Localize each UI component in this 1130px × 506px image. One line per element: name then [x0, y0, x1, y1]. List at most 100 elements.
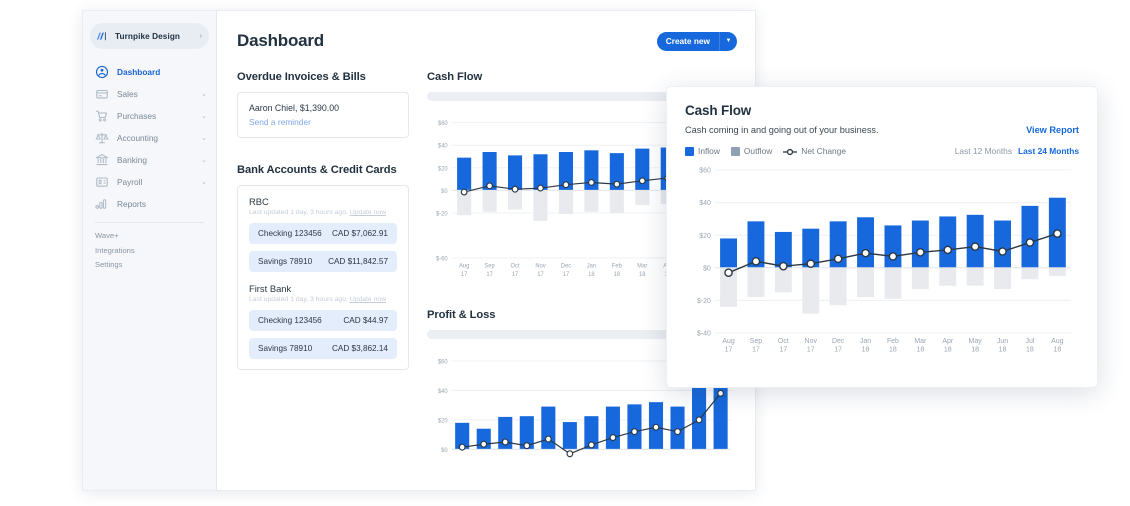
cashflow-panel-title: Cash Flow	[427, 71, 483, 83]
update-now-link[interactable]: Update now	[349, 209, 387, 216]
svg-text:Mar: Mar	[914, 338, 927, 345]
account-row[interactable]: Savings 78910 CAD $11,842.57	[249, 251, 397, 272]
legend-label: Inflow	[698, 146, 720, 156]
inflow-swatch-icon	[685, 146, 694, 156]
sales-card-icon	[95, 87, 109, 101]
sidebar-item-label: Payroll	[117, 177, 143, 187]
svg-text:17: 17	[486, 272, 492, 278]
account-row[interactable]: Savings 78910 CAD $3,862.14	[249, 338, 397, 359]
svg-text:$0: $0	[703, 265, 711, 272]
cashflow-summary-placeholder	[427, 92, 737, 101]
svg-text:17: 17	[752, 346, 760, 353]
account-row[interactable]: Checking 123456 CAD $7,062.91	[249, 223, 397, 244]
svg-text:18: 18	[944, 346, 952, 353]
sidebar-item-accounting[interactable]: Accounting ⌄	[83, 127, 216, 149]
sidebar-item-label: Sales	[117, 89, 138, 99]
svg-text:$20: $20	[438, 418, 448, 424]
svg-text:17: 17	[807, 346, 815, 353]
legend-label: Net Change	[801, 146, 846, 156]
svg-text:Mar: Mar	[637, 264, 647, 270]
sidebar-item-sales[interactable]: Sales ⌄	[83, 83, 216, 105]
update-now-link[interactable]: Update now	[349, 296, 387, 303]
legend-item-outflow[interactable]: Outflow	[730, 146, 773, 156]
account-amount: CAD $11,842.57	[328, 257, 388, 266]
sidebar-item-banking[interactable]: Banking ⌄	[83, 149, 216, 171]
svg-text:Aug: Aug	[1051, 338, 1063, 345]
account-name: Checking 123456	[258, 229, 322, 238]
account-amount: CAD $3,862.14	[332, 344, 388, 353]
legend-item-net-change[interactable]: Net Change	[783, 146, 846, 156]
account-amount: CAD $7,062.91	[332, 229, 388, 238]
create-new-button[interactable]: Create new ▼	[656, 31, 737, 51]
svg-text:17: 17	[779, 346, 787, 353]
svg-text:Jan: Jan	[587, 264, 596, 270]
svg-text:Sep: Sep	[484, 264, 495, 270]
svg-text:Oct: Oct	[511, 264, 520, 270]
overdue-invoice-card[interactable]: Aaron Chiel, $1,390.00 Send a reminder	[237, 92, 409, 138]
sidebar-item-wave-plus[interactable]: Wave+	[95, 231, 119, 240]
svg-text:Feb: Feb	[887, 338, 899, 345]
range-toggle: Last 12 Months Last 24 Months	[955, 146, 1079, 156]
range-last-12-months[interactable]: Last 12 Months	[954, 146, 1013, 156]
chevron-down-icon: ⌄	[201, 178, 207, 186]
profitloss-summary-placeholder	[427, 330, 737, 339]
svg-text:18: 18	[588, 272, 595, 278]
org-switcher[interactable]: Turnpike Design ›	[90, 23, 209, 49]
sidebar-item-integrations[interactable]: Integrations	[95, 245, 135, 255]
bank-section-title: Bank Accounts & Credit Cards	[237, 164, 397, 176]
svg-text:$60: $60	[699, 168, 711, 175]
svg-text:18: 18	[614, 272, 621, 278]
chevron-down-icon: ⌄	[201, 90, 207, 98]
overdue-section-title: Overdue Invoices & Bills	[237, 71, 366, 83]
svg-text:17: 17	[834, 346, 842, 353]
create-new-label: Create new	[657, 31, 720, 51]
sidebar-item-payroll[interactable]: Payroll ⌄	[83, 171, 216, 193]
bank-meta: Last updated 1 day, 3 hours ago. Update …	[249, 296, 397, 303]
svg-text:Jul: Jul	[1025, 338, 1034, 345]
sidebar-item-dashboard[interactable]: Dashboard	[83, 61, 216, 83]
svg-text:17: 17	[725, 346, 733, 353]
modal-title: Cash Flow	[685, 103, 752, 118]
svg-text:Nov: Nov	[805, 338, 818, 345]
svg-text:18: 18	[999, 346, 1007, 353]
chevron-down-icon[interactable]: ▼	[725, 38, 732, 44]
svg-text:18: 18	[1053, 346, 1061, 353]
svg-text:$-20: $-20	[697, 298, 711, 305]
account-name: Savings 78910	[258, 344, 313, 353]
svg-text:Apr: Apr	[942, 338, 953, 345]
payroll-badge-icon	[95, 175, 109, 189]
bank-name: First Bank	[249, 283, 292, 294]
svg-text:Sep: Sep	[750, 338, 762, 345]
view-report-link[interactable]: View Report	[1026, 125, 1079, 135]
svg-text:$60: $60	[438, 359, 448, 365]
svg-text:Feb: Feb	[612, 264, 623, 270]
svg-text:$40: $40	[438, 389, 448, 395]
modal-subtitle-row: Cash coming in and going out of your bus…	[685, 125, 1079, 135]
bank-meta-text: Last updated 1 day, 3 hours ago.	[249, 296, 350, 303]
sidebar-divider	[95, 222, 204, 223]
org-name: Turnpike Design	[115, 31, 181, 41]
svg-text:17: 17	[512, 272, 518, 278]
sidebar-item-purchases[interactable]: Purchases ⌄	[83, 105, 216, 127]
sidebar-item-label: Reports	[117, 199, 147, 209]
page-header: Dashboard Create new ▼	[237, 31, 737, 51]
sidebar-item-reports[interactable]: Reports	[83, 193, 216, 215]
legend-item-inflow[interactable]: Inflow	[685, 146, 720, 156]
range-last-24-months[interactable]: Last 24 Months	[1018, 146, 1079, 156]
legend-label: Outflow	[743, 146, 773, 156]
svg-text:$40: $40	[699, 200, 711, 207]
svg-text:$0: $0	[441, 189, 448, 195]
send-reminder-link[interactable]: Send a reminder	[249, 117, 311, 127]
svg-text:18: 18	[862, 346, 870, 353]
svg-text:$40: $40	[438, 144, 448, 150]
sidebar: Turnpike Design › Dashboard	[83, 11, 217, 490]
outflow-swatch-icon	[730, 146, 740, 156]
sidebar-item-settings[interactable]: Settings	[95, 260, 123, 269]
account-amount: CAD $44.97	[343, 316, 388, 325]
bank-meta: Last updated 1 day, 3 hours ago. Update …	[249, 209, 397, 216]
svg-text:$20: $20	[438, 166, 448, 172]
page-title: Dashboard	[237, 31, 324, 50]
account-row[interactable]: Checking 123456 CAD $44.97	[249, 310, 397, 331]
main-content: Dashboard Create new ▼ Overdue Invoices …	[217, 11, 755, 490]
svg-text:18: 18	[971, 346, 979, 353]
